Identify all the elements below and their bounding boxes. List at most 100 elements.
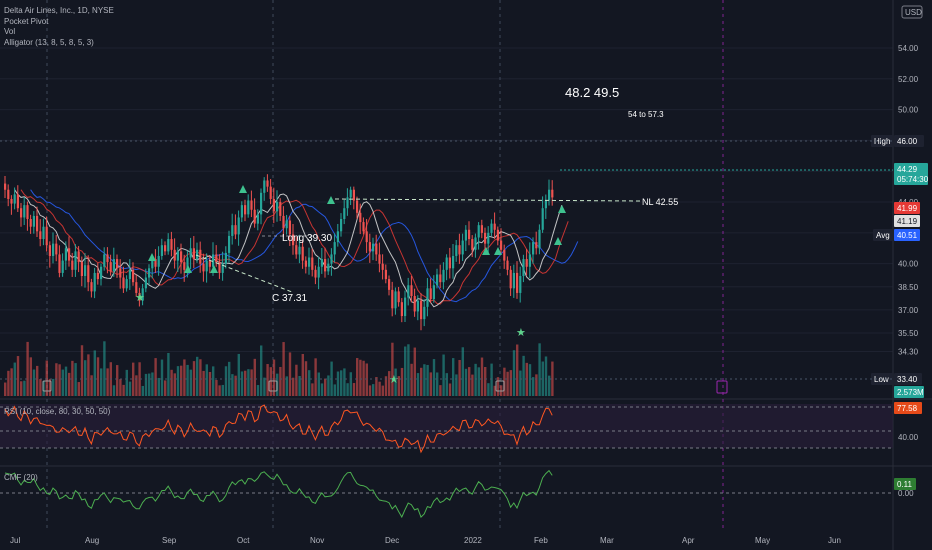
volume-bar (29, 357, 32, 396)
volume-bar (404, 346, 407, 396)
candle-body (61, 260, 64, 273)
candle-body (474, 237, 477, 250)
candle-body (416, 300, 419, 312)
volume-bar (432, 359, 436, 396)
volume-bar (90, 375, 93, 396)
candle-body (80, 262, 83, 276)
volume-bar (4, 382, 7, 396)
candle-body (384, 269, 387, 280)
volume-bar (420, 367, 423, 396)
candle-body (39, 231, 42, 240)
volume-bar (458, 359, 461, 396)
time-tick-label: Nov (310, 536, 324, 545)
high-label: High (874, 137, 890, 146)
volume-bar (320, 383, 324, 396)
candle-body (189, 248, 192, 258)
volume-bar (416, 373, 420, 396)
rsi-pane: RSI (10, close, 80, 30, 50, 50) (0, 404, 893, 454)
pocket-pivot-label: Pocket Pivot (4, 16, 49, 26)
candle-body (452, 255, 455, 269)
candle-body (346, 197, 349, 209)
volume-bar (519, 370, 522, 396)
currency-label: USD (905, 8, 922, 17)
candle-body (42, 226, 45, 240)
candlesticks (4, 174, 554, 331)
candle-body (442, 269, 445, 283)
volume-bar (295, 364, 298, 396)
volume-bar (461, 347, 464, 396)
time-tick-label: Oct (237, 536, 250, 545)
volume-bar (368, 385, 372, 396)
candle-body (506, 260, 509, 270)
star-marker: ★ (389, 373, 399, 386)
volume-bar (64, 366, 68, 396)
pocket-pivot-marker (494, 247, 502, 255)
candle-body (71, 260, 74, 270)
time-tick-label: Aug (85, 536, 99, 545)
candle-body (212, 254, 215, 267)
volume-bar (148, 373, 151, 396)
volume-bar (288, 352, 292, 396)
cmf-pane: CMF (20) (0, 469, 893, 519)
rsi-line (4, 404, 553, 454)
avg-value-tag-bg (894, 229, 920, 241)
red-ma-tag: 41.99 (897, 204, 918, 213)
candle-body (330, 254, 333, 264)
candle-body (493, 223, 496, 230)
c-label: C 37.31 (272, 293, 307, 304)
candle-body (314, 269, 317, 278)
volume-bar (253, 358, 256, 396)
candle-body (343, 208, 346, 219)
candle-body (304, 260, 307, 267)
volume-bar (548, 375, 551, 396)
volume-bar (164, 380, 167, 396)
white-ma-tag-bg (894, 215, 920, 227)
volume-bar (228, 361, 231, 396)
candle-body (237, 217, 240, 235)
candle-body (269, 186, 272, 199)
volume-bar (544, 356, 548, 396)
volume-bar (32, 369, 36, 396)
volume-bar (551, 361, 554, 396)
candle-body (336, 231, 339, 243)
candle-body (496, 229, 499, 241)
volume-tag-bg (894, 386, 924, 398)
candle-body (368, 242, 371, 252)
candle-body (154, 259, 157, 267)
candle-body (407, 285, 410, 298)
volume-bar (375, 377, 378, 396)
candle-body (359, 212, 362, 223)
volume-bar (490, 363, 493, 396)
volume-bar (250, 369, 253, 396)
volume-bar (170, 369, 173, 396)
candle-body (400, 302, 403, 317)
volume-bar (106, 368, 109, 396)
candle-body (100, 266, 103, 280)
volume-bar (212, 366, 215, 396)
volume-bar (39, 379, 42, 396)
candle-body (519, 276, 522, 293)
volume-bar (84, 360, 87, 396)
volume-bar (528, 364, 532, 396)
candle-body (372, 243, 375, 252)
volume-bar (343, 368, 346, 396)
time-axis: Jul Aug Sep Oct Nov Dec 2022 Feb Mar Apr May Jun (10, 536, 841, 545)
cmf-label: CMF (20) (4, 473, 38, 482)
alligator-line (14, 189, 563, 308)
volume-bar (384, 376, 388, 396)
candle-body (138, 292, 141, 301)
volume-bar (448, 383, 452, 396)
candle-body (477, 225, 480, 238)
candle-body (308, 257, 311, 267)
time-tick-label: 2022 (464, 536, 482, 545)
time-tick-label: Mar (600, 536, 614, 545)
volume-bar (77, 382, 80, 396)
volume-bar (13, 362, 16, 396)
volume-bar (464, 368, 468, 396)
volume-bar (7, 370, 10, 396)
volume-bar (359, 359, 362, 396)
candle-body (320, 259, 323, 267)
volume-bar (68, 372, 71, 396)
cmf-line (4, 469, 553, 519)
